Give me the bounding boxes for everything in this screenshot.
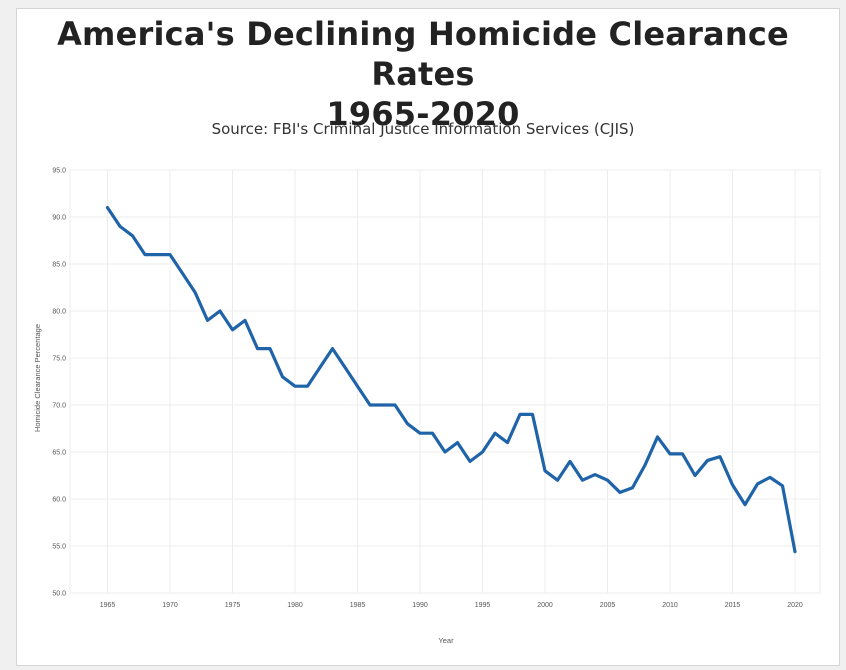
y-tick-label: 65.0	[52, 450, 66, 457]
y-axis-ticks: 50.0 55.0 60.0 65.0 70.0 75.0 80.0 85.0 90.0 95.0	[52, 168, 66, 598]
x-tick-label: 1985	[350, 602, 366, 609]
x-tick-label: 1995	[475, 602, 491, 609]
x-tick-label: 2015	[725, 602, 741, 609]
chart-title: America's Declining Homicide Clearance R…	[0, 14, 846, 134]
chart-grid	[69, 169, 821, 594]
y-tick-label: 80.0	[52, 309, 66, 316]
x-axis-label: Year	[438, 636, 454, 645]
y-tick-label: 85.0	[52, 262, 66, 269]
chart-subtitle: Source: FBI's Criminal Justice Informati…	[211, 120, 635, 138]
x-tick-label: 1980	[287, 602, 303, 609]
x-tick-label: 2020	[787, 602, 803, 609]
x-tick-label: 2010	[662, 602, 678, 609]
x-tick-label: 1975	[225, 602, 241, 609]
x-axis-ticks: 1965 1970 1975 1980 1985 1990 1995 2000 2005 2010…	[100, 602, 803, 609]
x-tick-label: 1965	[100, 602, 116, 609]
y-tick-label: 75.0	[52, 356, 66, 363]
y-tick-label: 70.0	[52, 403, 66, 410]
chart-title-line-1: America's Declining Homicide Clearance R…	[57, 15, 789, 93]
x-tick-label: 2005	[600, 602, 616, 609]
chart-card	[16, 8, 840, 666]
series-group	[105, 206, 797, 554]
chart-title-line-2: 1965-2020	[326, 95, 520, 133]
y-tick-label: 95.0	[52, 168, 66, 175]
y-axis-label: Homicide Clearance Percentage	[33, 324, 42, 432]
y-tick-label: 55.0	[52, 544, 66, 551]
x-tick-label: 1970	[162, 602, 178, 609]
y-tick-label: 60.0	[52, 497, 66, 504]
y-tick-label: 50.0	[52, 591, 66, 598]
plot-area-frame	[69, 169, 821, 594]
x-tick-label: 2000	[537, 602, 553, 609]
series-line	[105, 206, 797, 554]
y-tick-label: 90.0	[52, 215, 66, 222]
x-tick-label: 1990	[412, 602, 428, 609]
